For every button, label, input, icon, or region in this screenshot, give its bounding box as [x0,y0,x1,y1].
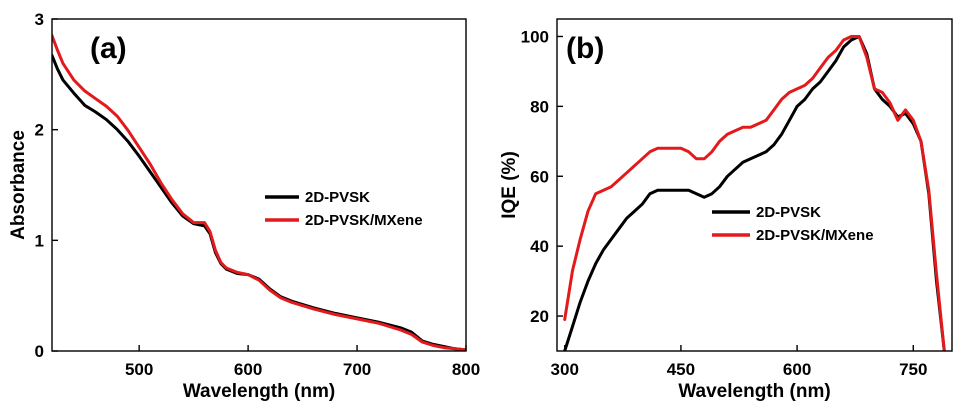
chart-a-y-tick-label: 3 [35,10,44,29]
chart-a: 500 600 700 800 0 1 2 3 Wavelength (nm) Absorbanc… [8,10,480,402]
chart-a-y-tick-label: 2 [35,121,44,140]
chart-b-legend-label-pvsk: 2D-PVSK [756,204,821,221]
chart-b-x-tick-label: 450 [667,360,695,379]
chart-b-legend: 2D-PVSK 2D-PVSK/MXene [712,204,874,244]
chart-a-x-tick-label: 500 [125,360,153,379]
chart-a-series-group [52,34,466,351]
chart-b-y-axis-label: IQE (%) [499,151,520,219]
chart-b-y-tick-label: 80 [530,97,549,116]
chart-b-plot-frame [556,18,953,352]
chart-b-panel-label: (b) [566,32,604,65]
chart-a-x-tick-label: 700 [343,360,371,379]
chart-b-y-tick-label: 60 [530,167,549,186]
chart-a-y-tick-label: 1 [35,231,44,250]
chart-a-x-tick-label: 600 [234,360,262,379]
chart-a-y-tick-label: 0 [35,342,44,361]
chart-b-series-line-pvsk [563,35,946,351]
chart-b-y-tick-label: 40 [530,237,549,256]
chart-a-series-line-pvsk [52,54,466,351]
chart-a-y-axis-label: Absorbance [8,130,29,240]
chart-a-x-axis-label: Wavelength (nm) [183,381,335,402]
chart-b-y-tick-label: 20 [530,307,549,326]
chart-a-panel-label: (a) [90,32,127,65]
chart-b-y-tick-label: 100 [521,27,549,46]
chart-a-plot-frame [51,18,467,352]
chart-a-legend-label-pvsk: 2D-PVSK [305,189,370,206]
chart-b-x-tick-label: 600 [783,360,811,379]
chart-b-legend-label-pvsk-mxene: 2D-PVSK/MXene [756,227,874,244]
chart-b-x-tick-label: 300 [551,360,579,379]
chart-b-series-line-pvsk-mxene [563,35,946,351]
chart-a-series-line-pvsk-mxene [52,34,466,351]
chart-b-x-tick-label: 750 [899,360,927,379]
chart-a-x-tick-label: 800 [452,360,480,379]
chart-a-legend-label-pvsk-mxene: 2D-PVSK/MXene [305,212,423,229]
chart-b: 300 450 600 750 20 40 60 80 100 Wavelength (nm) IQ… [499,18,953,402]
chart-b-x-axis-label: Wavelength (nm) [678,381,830,402]
chart-a-legend: 2D-PVSK 2D-PVSK/MXene [265,189,423,229]
chart-b-series-group [563,35,946,351]
